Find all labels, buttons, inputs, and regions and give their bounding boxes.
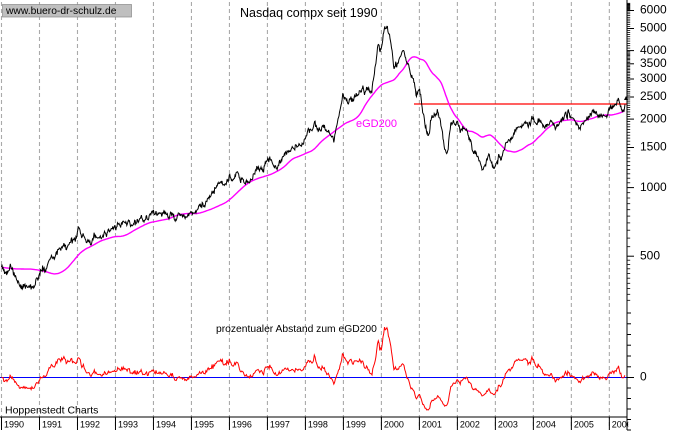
svg-text:prozentualer Abstand zum eGD20: prozentualer Abstand zum eGD200	[216, 324, 377, 335]
svg-text:1990: 1990	[4, 420, 24, 430]
svg-text:1993: 1993	[118, 420, 138, 430]
svg-text:Hoppenstedt Charts: Hoppenstedt Charts	[5, 405, 98, 417]
svg-text:eGD200: eGD200	[356, 118, 397, 130]
svg-text:1500: 1500	[640, 140, 667, 154]
svg-text:1994: 1994	[156, 420, 176, 430]
svg-text:www.buero-dr-schulz.de: www.buero-dr-schulz.de	[5, 6, 117, 17]
svg-text:2005: 2005	[574, 420, 594, 430]
svg-text:1000: 1000	[640, 180, 667, 194]
svg-text:1997: 1997	[270, 420, 290, 430]
svg-text:1991: 1991	[42, 420, 62, 430]
svg-text:0: 0	[640, 370, 647, 384]
svg-text:6000: 6000	[640, 3, 667, 17]
svg-text:1992: 1992	[80, 420, 100, 430]
svg-text:Nasdaq compx seit 1990: Nasdaq compx seit 1990	[240, 6, 378, 20]
svg-text:2006: 2006	[612, 420, 632, 430]
svg-text:500: 500	[640, 248, 660, 262]
svg-text:2000: 2000	[384, 420, 404, 430]
svg-text:1998: 1998	[308, 420, 328, 430]
svg-text:2002: 2002	[460, 420, 480, 430]
svg-text:2000: 2000	[640, 111, 667, 125]
svg-text:2003: 2003	[498, 420, 518, 430]
svg-text:1995: 1995	[194, 420, 214, 430]
svg-text:2001: 2001	[422, 420, 442, 430]
svg-text:2004: 2004	[536, 420, 556, 430]
svg-text:1996: 1996	[232, 420, 252, 430]
svg-text:3000: 3000	[640, 71, 667, 85]
svg-text:1999: 1999	[346, 420, 366, 430]
svg-text:5000: 5000	[640, 21, 667, 35]
svg-text:4000: 4000	[640, 43, 667, 57]
svg-text:2500: 2500	[640, 89, 667, 103]
svg-text:3500: 3500	[640, 56, 667, 70]
